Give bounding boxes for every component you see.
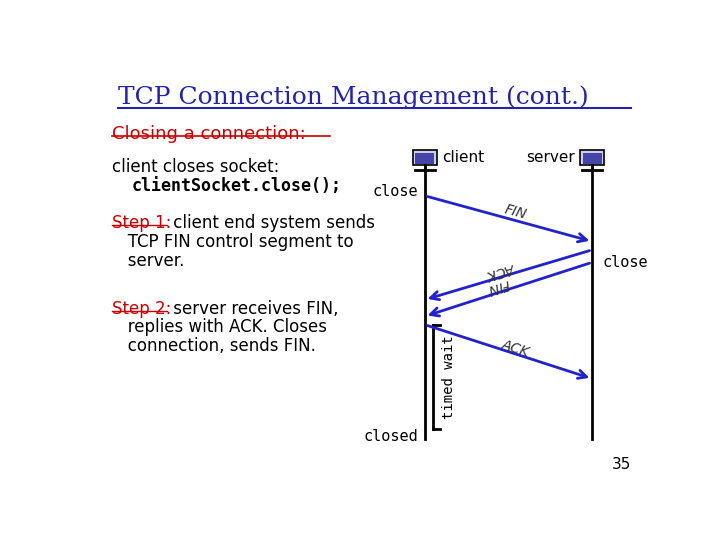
Text: TCP Connection Management (cont.): TCP Connection Management (cont.) — [118, 85, 589, 109]
Text: Step 2:: Step 2: — [112, 300, 171, 318]
Text: FIN: FIN — [485, 276, 511, 296]
Text: ACK: ACK — [486, 260, 517, 281]
Text: 35: 35 — [612, 457, 631, 472]
Text: client: client — [442, 151, 485, 165]
Text: clientSocket.close();: clientSocket.close(); — [132, 177, 342, 195]
Text: ACK: ACK — [500, 338, 531, 360]
Text: server receives FIN,: server receives FIN, — [168, 300, 338, 318]
Text: closed: closed — [364, 429, 418, 444]
FancyBboxPatch shape — [413, 151, 436, 165]
Text: Step 1:: Step 1: — [112, 214, 171, 233]
Text: TCP FIN control segment to: TCP FIN control segment to — [112, 233, 354, 251]
Text: client closes socket:: client closes socket: — [112, 158, 279, 177]
Text: timed wait: timed wait — [442, 335, 456, 418]
Text: connection, sends FIN.: connection, sends FIN. — [112, 337, 316, 355]
Text: server: server — [526, 151, 575, 165]
FancyBboxPatch shape — [582, 153, 602, 164]
FancyBboxPatch shape — [415, 153, 434, 164]
Text: server.: server. — [112, 252, 185, 270]
Text: replies with ACK. Closes: replies with ACK. Closes — [112, 319, 328, 336]
Text: FIN: FIN — [503, 202, 528, 222]
Text: Closing a connection:: Closing a connection: — [112, 125, 306, 143]
Text: client end system sends: client end system sends — [168, 214, 375, 233]
Text: close: close — [602, 255, 648, 270]
Text: close: close — [372, 184, 418, 199]
FancyBboxPatch shape — [580, 151, 604, 165]
